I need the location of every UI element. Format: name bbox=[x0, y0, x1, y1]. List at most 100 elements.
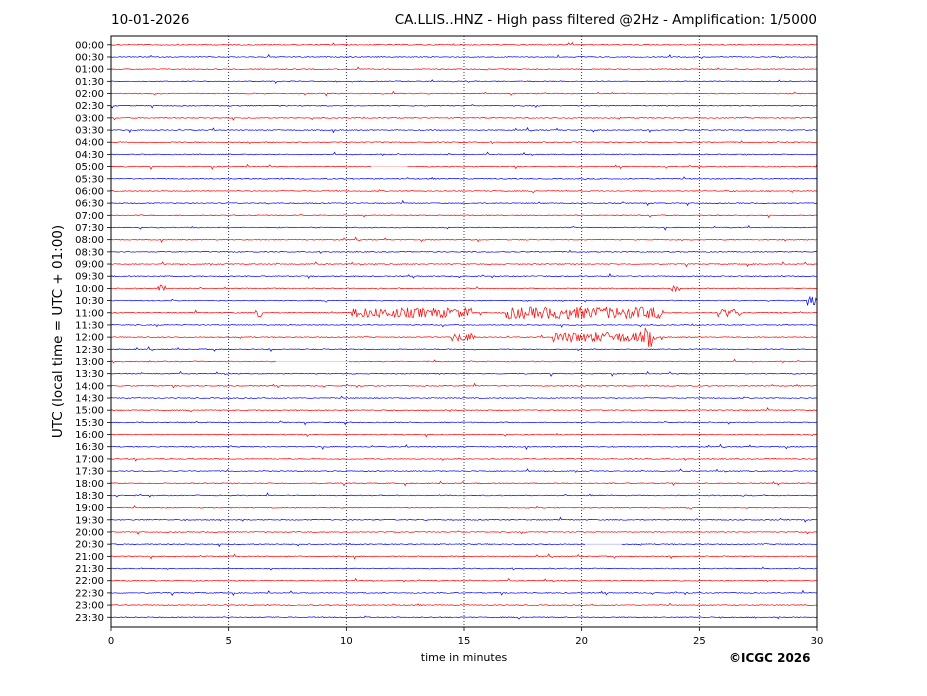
y-tick-label: 17:00 bbox=[75, 454, 104, 465]
trace-line bbox=[110, 602, 818, 607]
y-tick-label: 13:30 bbox=[75, 369, 104, 380]
y-axis-label: UTC (local time = UTC + 01:00) bbox=[50, 225, 66, 438]
trace-line bbox=[110, 346, 818, 353]
trace-line bbox=[111, 395, 818, 400]
y-tick-label: 04:30 bbox=[75, 150, 104, 161]
y-tick-label: 12:00 bbox=[75, 333, 104, 344]
trace-line bbox=[110, 272, 817, 279]
x-tick-label: 0 bbox=[108, 636, 114, 647]
y-tick-label: 21:00 bbox=[75, 552, 104, 563]
trace-line bbox=[110, 530, 818, 535]
x-tick-label: 10 bbox=[340, 636, 353, 647]
y-tick-label: 22:00 bbox=[75, 576, 104, 587]
y-tick-label: 11:00 bbox=[75, 308, 104, 319]
trace-line bbox=[110, 176, 818, 181]
y-tick-label: 23:00 bbox=[75, 601, 104, 612]
trace-line bbox=[111, 236, 818, 243]
y-tick-label: 06:30 bbox=[75, 199, 104, 210]
y-tick-label: 05:00 bbox=[75, 162, 104, 173]
y-tick-label: 23:30 bbox=[75, 613, 104, 624]
trace-line bbox=[110, 104, 818, 109]
x-tick-label: 15 bbox=[458, 636, 471, 647]
y-tick-label: 03:30 bbox=[75, 126, 104, 137]
x-tick-label: 20 bbox=[575, 636, 588, 647]
trace-line bbox=[110, 151, 818, 157]
y-tick-label: 18:30 bbox=[75, 491, 104, 502]
y-tick-label: 18:00 bbox=[75, 479, 104, 490]
trace-line bbox=[110, 66, 818, 71]
x-tick-labels: 0 5 10 15 20 25 30 bbox=[108, 627, 824, 647]
trace-line bbox=[110, 516, 818, 523]
y-tick-label: 01:30 bbox=[75, 77, 104, 88]
trace-line bbox=[110, 116, 818, 121]
trace-line bbox=[110, 480, 818, 487]
y-tick-label: 12:30 bbox=[75, 345, 104, 356]
trace-line bbox=[110, 553, 818, 560]
y-tick-label: 07:00 bbox=[75, 211, 104, 222]
date-label: 10-01-2026 bbox=[111, 12, 190, 28]
y-tick-label: 08:30 bbox=[75, 247, 104, 258]
x-tick-label: 30 bbox=[811, 636, 824, 647]
y-tick-label: 15:30 bbox=[75, 418, 104, 429]
trace-line bbox=[110, 163, 818, 170]
trace-line bbox=[110, 189, 817, 194]
trace-line bbox=[110, 542, 818, 548]
x-axis-label: time in minutes bbox=[421, 651, 508, 664]
trace-line bbox=[110, 53, 818, 60]
trace-line bbox=[110, 370, 818, 377]
trace-line bbox=[110, 358, 818, 364]
y-tick-label: 07:30 bbox=[75, 223, 104, 234]
trace-line bbox=[110, 566, 818, 571]
y-tick-label: 17:30 bbox=[75, 467, 104, 478]
chart-title: CA.LLIS..HNZ - High pass filtered @2Hz -… bbox=[394, 12, 817, 28]
y-tick-label: 16:00 bbox=[75, 430, 104, 441]
y-tick-label: 04:00 bbox=[75, 138, 104, 149]
trace-line bbox=[110, 589, 818, 597]
trace-line bbox=[110, 443, 818, 451]
trace-line bbox=[110, 468, 817, 473]
y-tick-label: 20:00 bbox=[75, 528, 104, 539]
y-tick-label: 03:00 bbox=[75, 113, 104, 124]
y-tick-label: 14:00 bbox=[75, 381, 104, 392]
y-tick-label: 15:00 bbox=[75, 406, 104, 417]
y-tick-label: 00:00 bbox=[75, 40, 104, 51]
y-tick-label: 01:00 bbox=[75, 65, 104, 76]
trace-line bbox=[110, 126, 818, 134]
y-tick-label: 02:30 bbox=[75, 101, 104, 112]
trace-line bbox=[110, 432, 818, 438]
grid-lines bbox=[228, 36, 700, 627]
y-tick-label: 08:00 bbox=[75, 235, 104, 246]
trace-line bbox=[110, 261, 818, 268]
y-tick-label: 10:00 bbox=[75, 284, 104, 295]
trace-line bbox=[110, 140, 818, 145]
trace-line bbox=[110, 295, 818, 306]
trace-line bbox=[111, 505, 818, 510]
trace-line bbox=[110, 79, 818, 84]
trace-line bbox=[110, 577, 818, 583]
y-tick-label: 05:30 bbox=[75, 174, 104, 185]
y-tick-label: 09:00 bbox=[75, 260, 104, 271]
trace-line bbox=[110, 199, 818, 207]
y-tick-label: 09:30 bbox=[75, 272, 104, 283]
x-tick-label: 5 bbox=[225, 636, 231, 647]
y-tick-label: 22:30 bbox=[75, 588, 104, 599]
trace-line bbox=[110, 213, 818, 219]
trace-line bbox=[110, 327, 818, 347]
trace-line bbox=[110, 382, 818, 389]
y-tick-label: 21:30 bbox=[75, 564, 104, 575]
trace-line bbox=[110, 457, 818, 462]
trace-line bbox=[110, 615, 818, 620]
y-tick-label: 16:30 bbox=[75, 442, 104, 453]
trace-line bbox=[110, 306, 818, 321]
y-tick-label: 14:30 bbox=[75, 394, 104, 405]
trace-line bbox=[110, 224, 818, 231]
copyright-text: ©ICGC 2026 bbox=[729, 651, 811, 665]
traces bbox=[110, 41, 818, 620]
y-tick-label: 02:00 bbox=[75, 89, 104, 100]
y-tick-label: 19:00 bbox=[75, 503, 104, 514]
trace-line bbox=[110, 249, 818, 254]
trace-line bbox=[110, 284, 818, 293]
x-tick-label: 25 bbox=[693, 636, 706, 647]
